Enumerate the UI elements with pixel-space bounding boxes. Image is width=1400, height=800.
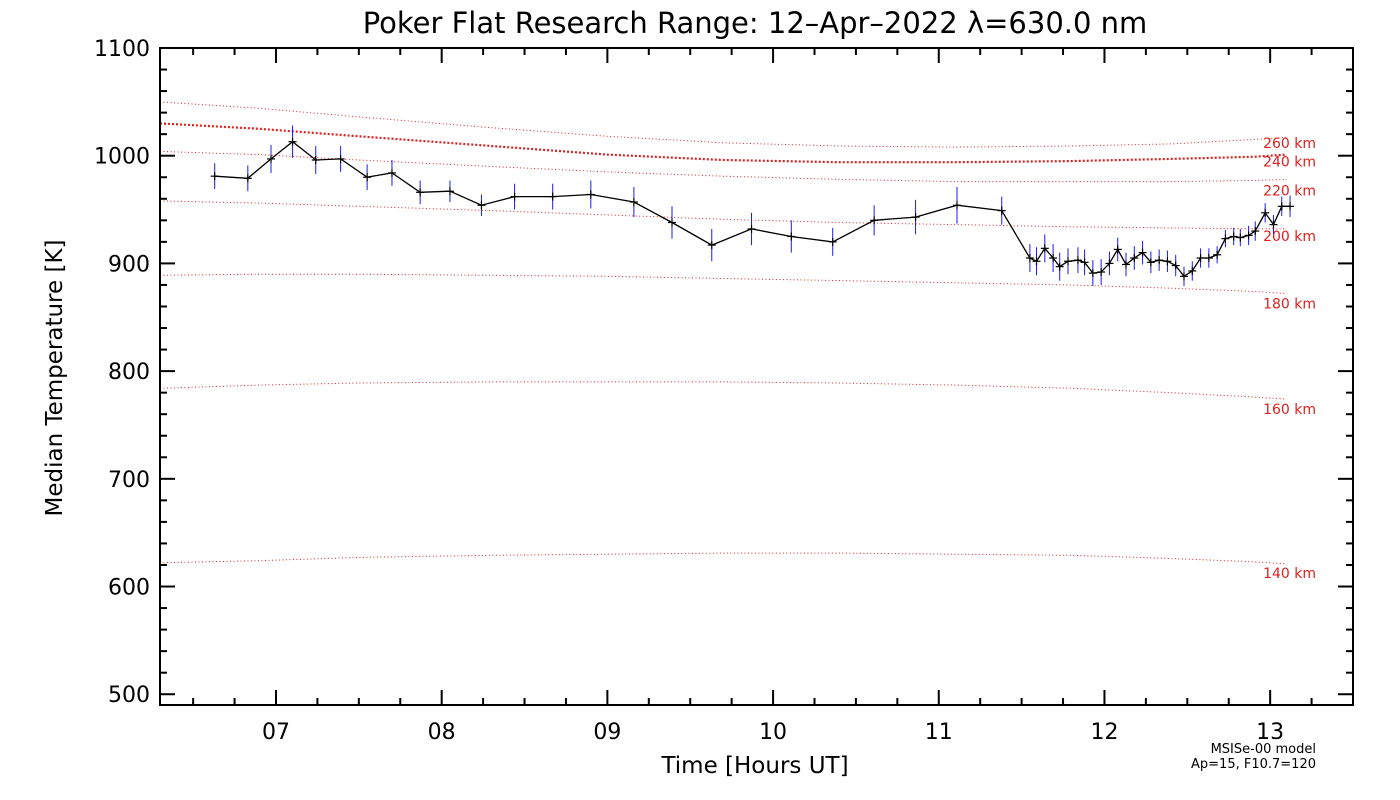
data-point [1130,254,1139,263]
data-point [363,173,372,182]
data-point [1204,254,1213,263]
data-point [1229,232,1238,241]
data-point [243,174,252,183]
model-curve-160-km [159,381,1287,400]
y-tick-label: 500 [108,683,150,708]
data-point [1049,254,1058,263]
data-point [1236,233,1245,242]
x-axis-label: Time [Hours UT] [660,753,848,779]
model-curve-label: 200 km [1263,229,1316,245]
model-curve-220-km [159,150,1287,183]
data-point [1025,254,1034,263]
data-point [477,201,486,210]
data-point [997,206,1006,215]
data-point [336,154,345,163]
data-point [911,213,920,222]
x-tick-label: 13 [1256,720,1284,745]
data-point [1244,231,1253,240]
model-curve-200-km [159,200,1287,230]
data-point [1088,269,1097,278]
data-point [828,237,837,246]
model-curve-label: 220 km [1263,184,1316,200]
data-point [667,218,676,227]
model-curve-label: 240 km [1263,155,1316,171]
data-point [1113,245,1122,254]
data-point [288,137,297,146]
data-point [747,224,756,233]
data-point [787,232,796,241]
model-curve-label: 140 km [1263,566,1316,582]
model-curve-label: 260 km [1263,136,1316,152]
data-point [416,188,425,197]
data-point [1121,260,1130,269]
x-tick-label: 11 [925,720,953,745]
data-point [1196,254,1205,263]
data-point [1032,257,1041,266]
data-point [1138,248,1147,257]
data-point [1171,261,1180,270]
data-point [1251,227,1260,236]
data-point [1261,208,1270,217]
model-curves: 140 km 160 km 180 km 200 km 220 km 240 km 260 … [159,101,1316,582]
chart-title: Poker Flat Research Range: 12–Apr–2022 λ… [363,6,1148,40]
data-point [1055,262,1064,271]
data-point [1073,256,1082,265]
data-point [707,241,716,250]
plot-frame [159,47,1354,706]
model-curve-240-km [159,122,1287,164]
y-tick-label: 600 [108,576,150,601]
data-point [267,154,276,163]
data-point [1105,259,1114,268]
data-point [1188,266,1197,275]
data-point [311,156,320,165]
data-point [1213,250,1222,259]
model-note-line-1: MSISe-00 model [1211,742,1316,757]
data-point [445,187,454,196]
model-note-line-2: Ap=15, F10.7=120 [1191,757,1316,772]
data-point [1155,256,1164,265]
data-point [586,190,595,199]
data-point [629,198,638,207]
model-curve-label: 160 km [1263,402,1316,418]
data-point [1163,257,1172,266]
data-point [870,216,879,225]
data-point [1277,202,1286,211]
model-curve-140-km [159,552,1287,565]
x-tick-label: 09 [593,720,621,745]
x-tick-label: 10 [759,720,787,745]
y-axis-label: Median Temperature [K] [42,240,68,517]
data-point [1146,258,1155,267]
series-line [214,140,1290,278]
data-point [1064,257,1073,266]
x-tick-label: 07 [262,720,290,745]
model-curve-260-km [159,101,1287,148]
x-tick-label: 12 [1090,720,1118,745]
y-tick-label: 1000 [94,145,150,170]
y-tick-label: 800 [108,360,150,385]
data-point [1080,258,1089,267]
x-tick-label: 08 [428,720,456,745]
data-series [210,125,1295,287]
y-tick-label: 900 [108,252,150,277]
data-point [210,172,219,181]
data-point [1040,244,1049,253]
y-tick-label: 700 [108,468,150,493]
data-point [510,192,519,201]
y-tick-label: 1100 [94,37,150,62]
data-point [1221,234,1230,243]
plot-axes: 07 08 09 10 11 12 13 500 600 700 800 900 1000 1100 [94,37,1354,745]
data-point [387,168,396,177]
data-point [952,201,961,210]
model-curve-180-km [159,273,1287,295]
data-point [1286,202,1295,211]
data-point [548,192,557,201]
data-point [1179,272,1188,281]
model-curve-label: 180 km [1263,297,1316,313]
data-point [1269,220,1278,229]
data-point [1097,268,1106,277]
